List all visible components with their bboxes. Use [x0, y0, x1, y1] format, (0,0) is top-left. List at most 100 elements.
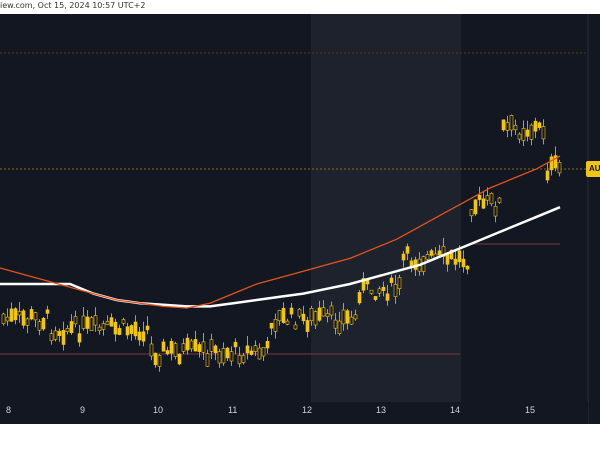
candle-body: [221, 348, 226, 364]
candle-body: [165, 350, 170, 355]
candle-body: [89, 317, 94, 332]
candle-body: [333, 319, 338, 329]
candle-body: [141, 331, 146, 342]
candle-body: [281, 307, 286, 323]
candle-body: [401, 253, 406, 261]
candle-body: [481, 198, 486, 209]
candle-body: [473, 199, 478, 215]
candle-body: [93, 315, 98, 326]
plot-background: [0, 14, 588, 424]
candle-body: [37, 321, 42, 331]
candle-body: [425, 254, 430, 260]
candle-body: [321, 307, 326, 317]
candle-body: [33, 312, 38, 321]
candle-body: [65, 327, 70, 332]
candle-body: [117, 328, 122, 335]
candle-body: [389, 277, 394, 283]
x-tick-label: 14: [450, 405, 460, 415]
candle-body: [197, 344, 202, 352]
candle-body: [517, 133, 522, 140]
candle-body: [97, 326, 102, 332]
candle-body: [513, 125, 518, 131]
candle-body: [309, 307, 314, 321]
candle-body: [5, 316, 10, 322]
candle-body: [557, 162, 562, 174]
bottom-bar: [0, 424, 600, 450]
candle-body: [229, 351, 234, 362]
candle-body: [193, 339, 198, 352]
candle-body: [305, 320, 310, 332]
candle-body: [397, 277, 402, 290]
candle-body: [533, 120, 538, 132]
candle-body: [369, 289, 374, 294]
candle-body: [49, 333, 54, 341]
candle-body: [509, 115, 514, 131]
candle-body: [497, 197, 502, 203]
candle-body: [393, 284, 398, 297]
candle-body: [209, 339, 214, 352]
candle-body: [381, 286, 386, 291]
candle-body: [453, 258, 458, 265]
candle-body: [181, 343, 186, 352]
candle-body: [461, 258, 466, 268]
candle-body: [201, 341, 206, 353]
candle-body: [73, 316, 78, 325]
candle-body: [465, 265, 470, 270]
candle-body: [265, 340, 270, 349]
candle-body: [137, 331, 142, 341]
candle-body: [493, 206, 498, 217]
candle-body: [217, 351, 222, 364]
candle-body: [329, 305, 334, 316]
candle-body: [9, 308, 14, 322]
candle-body: [205, 353, 210, 367]
candle-body: [249, 350, 254, 355]
candle-body: [17, 311, 22, 316]
candle-body: [445, 253, 450, 265]
candle-body: [325, 313, 330, 317]
candle-body: [85, 316, 90, 329]
candle-body: [341, 309, 346, 325]
candle-body: [525, 129, 530, 137]
x-tick-label: 15: [525, 405, 535, 415]
candle-body: [337, 320, 342, 335]
candle-body: [285, 320, 290, 325]
candle-body: [361, 278, 366, 291]
candle-body: [77, 333, 82, 343]
candle-body: [301, 313, 306, 322]
candle-body: [149, 343, 154, 357]
candle-body: [173, 343, 178, 357]
candle-body: [277, 310, 282, 322]
x-tick-label: 13: [376, 405, 386, 415]
x-tick-label: 8: [6, 405, 11, 415]
x-tick-label: 12: [302, 405, 312, 415]
candle-body: [261, 347, 266, 357]
current-price-tag: AU: [586, 161, 600, 177]
candle-body: [105, 321, 110, 325]
candle-body: [245, 345, 250, 354]
candle-body: [293, 324, 298, 330]
candle-body: [177, 353, 182, 365]
top-bar: iew.com, Oct 15, 2024 10:57 UTC+2: [0, 0, 600, 14]
candle-body: [81, 315, 86, 329]
candle-body: [529, 124, 534, 140]
candle-body: [157, 355, 162, 367]
candle-body: [213, 345, 218, 354]
candle-body: [125, 326, 130, 336]
x-tick-label: 9: [80, 405, 85, 415]
candle-body: [153, 352, 158, 366]
candle-body: [257, 347, 262, 360]
candle-body: [161, 341, 166, 352]
x-tick-label: 10: [153, 405, 163, 415]
candle-body: [349, 316, 354, 325]
candle-body: [437, 250, 442, 256]
candle-body: [41, 317, 46, 330]
candle-body: [133, 321, 138, 337]
candle-body: [313, 311, 318, 326]
candle-body: [357, 292, 362, 304]
candle-body: [297, 308, 302, 317]
candle-body: [253, 345, 258, 352]
candle-body: [101, 323, 106, 330]
candle-body: [169, 340, 174, 354]
candle-body: [225, 347, 230, 359]
candle-body: [457, 250, 462, 263]
